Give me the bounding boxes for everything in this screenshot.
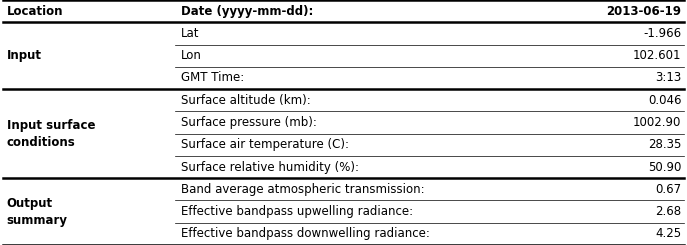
Text: Lon: Lon (181, 49, 201, 62)
Text: 0.046: 0.046 (648, 94, 682, 107)
Text: 2.68: 2.68 (655, 205, 682, 218)
Text: Surface altitude (km):: Surface altitude (km): (181, 94, 311, 107)
Text: Output
summary: Output summary (7, 196, 68, 227)
Text: 4.25: 4.25 (655, 227, 682, 240)
Text: Date (yyyy-mm-dd):: Date (yyyy-mm-dd): (181, 5, 313, 18)
Text: 102.601: 102.601 (633, 49, 682, 62)
Text: Band average atmospheric transmission:: Band average atmospheric transmission: (181, 183, 425, 196)
Text: Surface pressure (mb):: Surface pressure (mb): (181, 116, 317, 129)
Text: Effective bandpass upwelling radiance:: Effective bandpass upwelling radiance: (181, 205, 413, 218)
Text: -1.966: -1.966 (644, 27, 682, 40)
Text: Location: Location (7, 5, 63, 18)
Text: Input surface
conditions: Input surface conditions (7, 119, 95, 149)
Text: Surface relative humidity (%):: Surface relative humidity (%): (181, 160, 359, 173)
Text: 28.35: 28.35 (648, 138, 682, 151)
Text: GMT Time:: GMT Time: (181, 72, 244, 85)
Text: 2013-06-19: 2013-06-19 (607, 5, 682, 18)
Text: Effective bandpass downwelling radiance:: Effective bandpass downwelling radiance: (181, 227, 429, 240)
Text: 50.90: 50.90 (648, 160, 682, 173)
Text: Lat: Lat (181, 27, 199, 40)
Text: 1002.90: 1002.90 (633, 116, 682, 129)
Text: 3:13: 3:13 (655, 72, 682, 85)
Text: Surface air temperature (C):: Surface air temperature (C): (181, 138, 349, 151)
Text: 0.67: 0.67 (655, 183, 682, 196)
Text: Input: Input (7, 49, 42, 62)
